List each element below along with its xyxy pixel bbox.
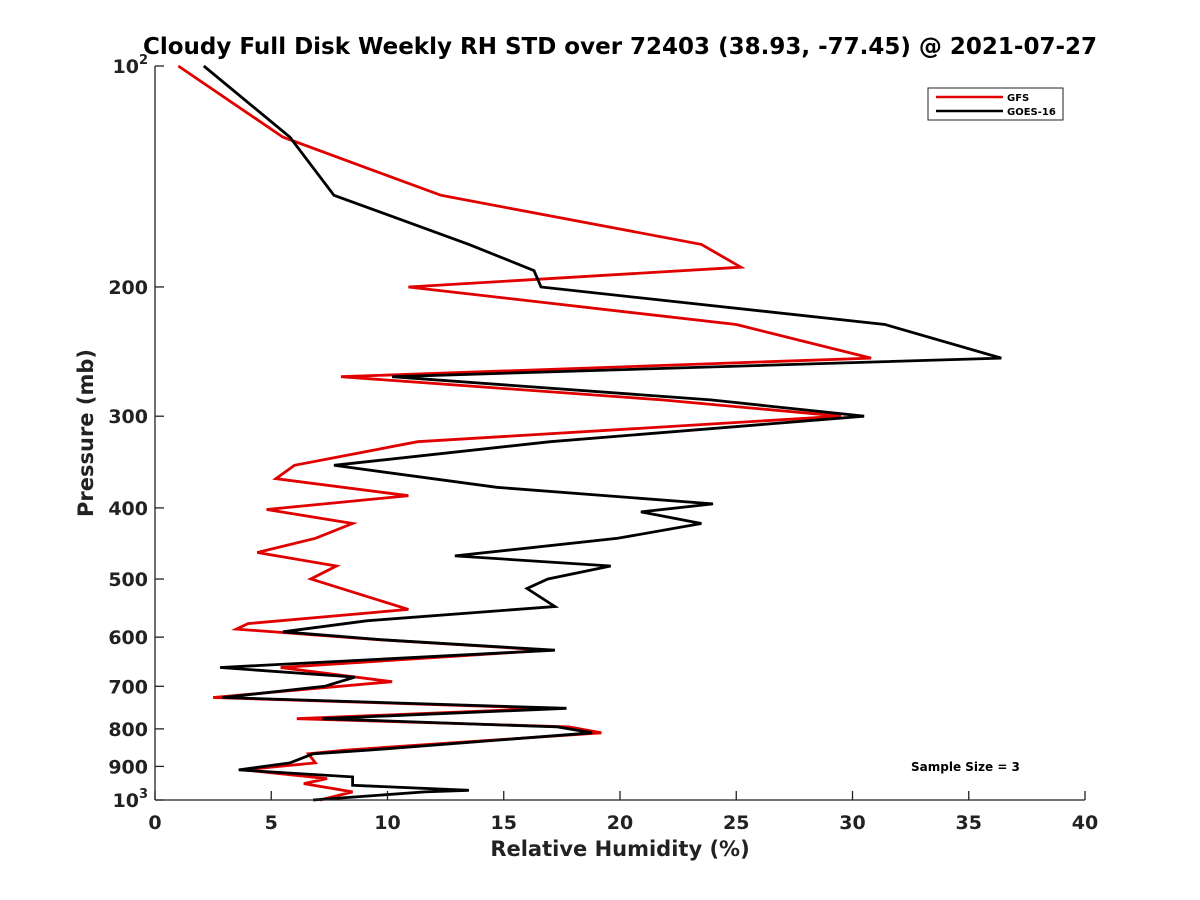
- y-tick-label: 800: [108, 719, 148, 741]
- legend: GFS GOES-16: [927, 87, 1064, 121]
- series-layer: [177, 64, 1002, 802]
- x-tick-label: 30: [839, 812, 865, 834]
- x-tick-label: 20: [607, 812, 633, 834]
- legend-label-gfs: GFS: [1007, 93, 1029, 104]
- series-line-goes16: [202, 64, 1002, 802]
- x-tick-label: 15: [491, 812, 517, 834]
- x-tick-label: 35: [956, 812, 982, 834]
- x-tick-label: 40: [1072, 812, 1098, 834]
- y-tick-label: 900: [108, 756, 148, 778]
- y-axis-label: Pressure (mb): [74, 349, 98, 517]
- x-ticks: 0 5 10 15 20 25 30 35 40: [148, 791, 1098, 834]
- y-tick-label: 700: [108, 676, 148, 698]
- legend-label-goes16: GOES-16: [1007, 107, 1056, 118]
- y-tick-label: 600: [108, 627, 148, 649]
- x-tick-label: 25: [723, 812, 749, 834]
- chart-title: Cloudy Full Disk Weekly RH STD over 7240…: [143, 34, 1097, 60]
- y-tick-label: 400: [108, 498, 148, 520]
- x-tick-label: 5: [265, 812, 278, 834]
- y-tick-label-power: 103: [113, 787, 149, 812]
- legend-box: [927, 87, 1064, 121]
- y-ticks: 200 300 400 500 600 700 800 900 102 103: [108, 53, 164, 812]
- x-axis-label: Relative Humidity (%): [490, 837, 749, 861]
- x-tick-label: 10: [374, 812, 400, 834]
- y-tick-label: 500: [108, 569, 148, 591]
- sample-size-annotation: Sample Size = 3: [911, 760, 1020, 774]
- y-tick-label: 300: [108, 406, 148, 428]
- y-tick-label: 200: [108, 277, 148, 299]
- x-tick-label: 0: [148, 812, 161, 834]
- y-tick-label-power: 102: [113, 53, 149, 78]
